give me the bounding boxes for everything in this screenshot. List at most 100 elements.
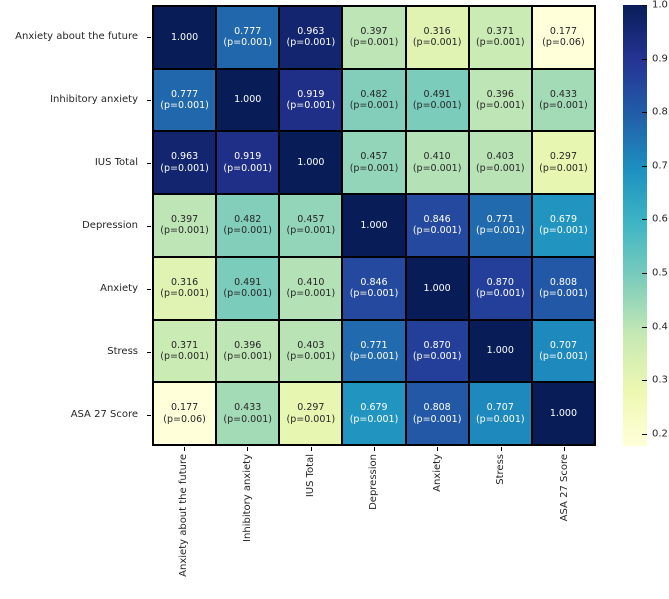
cell-correlation-value: 1.000 [423,282,451,294]
heatmap-cell: 0.777 (p=0.001) [153,68,217,132]
x-axis-tick [310,447,312,451]
colorbar-tick [642,272,647,274]
cell-correlation-value: 0.433 [234,402,262,414]
cell-p-value: (p=0.001) [349,100,399,112]
y-axis-label: ASA 27 Score [70,409,138,420]
cell-p-value: (p=0.001) [286,37,336,49]
heatmap-cell: 0.963 (p=0.001) [279,6,343,69]
colorbar-tick-label: 0.5 [652,267,668,279]
cell-correlation-value: 0.963 [170,151,199,163]
heatmap-cell: 1.000 [531,382,595,445]
heatmap-cell: 0.297 (p=0.001) [531,131,595,195]
heatmap-cell: 0.410 (p=0.001) [279,256,343,320]
x-axis-label: ASA 27 Score [558,454,570,522]
x-axis-label: Anxiety about the future [178,454,190,577]
heatmap-cell: 0.177 (p=0.06) [153,382,217,445]
cell-p-value: (p=0.001) [412,162,462,174]
heatmap-cell: 0.870 (p=0.001) [405,319,469,383]
cell-correlation-value: 0.707 [549,339,578,351]
cell-p-value: (p=0.001) [349,162,399,174]
x-axis-tick [374,447,375,451]
cell-correlation-value: 0.371 [170,339,199,351]
cell-correlation-value: 0.771 [486,214,514,226]
cell-correlation-value: 0.808 [549,276,578,288]
heatmap-cell: 0.808 (p=0.001) [531,256,595,320]
cell-p-value: (p=0.001) [223,225,273,237]
y-axis-tick [147,414,151,416]
cell-p-value: (p=0.001) [160,100,209,112]
heatmap-cell: 0.177 (p=0.06) [531,6,595,69]
cell-p-value: (p=0.001) [475,288,525,300]
cell-correlation-value: 0.297 [549,151,578,163]
heatmap-cell: 0.846 (p=0.001) [342,256,406,320]
heatmap-cell: 0.919 (p=0.001) [216,131,280,195]
cell-p-value: (p=0.001) [349,37,399,49]
heatmap-cell: 0.410 (p=0.001) [405,131,469,195]
cell-p-value: (p=0.001) [539,288,588,300]
cell-p-value: (p=0.001) [412,350,462,362]
y-axis-label: Depression [82,220,138,231]
colorbar-tick [642,165,647,167]
colorbar-tick [642,58,647,60]
y-axis-label: Anxiety [100,283,138,294]
heatmap-cell: 0.316 (p=0.001) [405,6,469,69]
cell-correlation-value: 0.491 [423,88,451,100]
cell-correlation-value: 0.371 [486,25,514,37]
heatmap-cell: 0.433 (p=0.001) [216,382,280,445]
x-axis-tick [500,447,502,451]
heatmap-cell: 0.919 (p=0.001) [279,68,343,132]
x-axis-label: Inhibitory anxiety [241,454,253,542]
heatmap-cell: 0.808 (p=0.001) [405,382,469,445]
y-axis-label: Inhibitory anxiety [50,94,138,105]
heatmap-cell: 1.000 [279,131,343,195]
cell-p-value: (p=0.001) [286,225,336,237]
cell-p-value: (p=0.001) [539,225,588,237]
cell-correlation-value: 1.000 [297,157,325,169]
heatmap-cell: 0.371 (p=0.001) [153,319,217,383]
heatmap-cell: 0.707 (p=0.001) [531,319,595,383]
x-axis-label: Anxiety [431,454,443,492]
cell-p-value: (p=0.001) [539,350,588,362]
cell-correlation-value: 0.679 [549,214,578,226]
cell-correlation-value: 0.397 [170,214,199,226]
y-axis-label: IUS Total [94,157,138,168]
colorbar-tick [642,380,647,382]
x-axis-labels: Anxiety about the future Inhibitory anxie… [152,454,596,599]
heatmap-cell: 0.870 (p=0.001) [468,256,532,320]
heatmap-cell: 1.000 [342,194,406,257]
heatmap-cell: 1.000 [468,319,532,383]
cell-correlation-value: 0.403 [486,151,514,163]
cell-correlation-value: 0.316 [423,25,451,37]
cell-correlation-value: 0.177 [549,25,578,37]
cell-p-value: (p=0.001) [160,350,209,362]
y-axis-labels: Anxiety about the future Inhibitory anxie… [0,5,146,446]
heatmap-cell: 0.963 (p=0.001) [153,131,217,195]
y-axis-tick [147,288,151,290]
cell-p-value: (p=0.001) [160,225,209,237]
cell-p-value: (p=0.001) [412,225,462,237]
cell-correlation-value: 0.963 [297,25,325,37]
y-axis-tick [147,351,151,353]
cell-p-value: (p=0.001) [160,162,209,174]
cell-correlation-value: 0.919 [297,88,325,100]
colorbar-tick-label: 0.6 [652,213,668,225]
cell-correlation-value: 0.397 [360,25,388,37]
cell-correlation-value: 0.870 [486,276,514,288]
heatmap-cell: 0.771 (p=0.001) [468,194,532,257]
x-axis-label: Stress [495,454,507,485]
cell-p-value: (p=0.001) [286,413,336,425]
colorbar-tick-label: 0.3 [652,374,668,386]
cell-correlation-value: 0.679 [360,402,388,414]
cell-p-value: (p=0.001) [475,37,525,49]
cell-correlation-value: 0.808 [423,402,451,414]
heatmap-cell: 0.403 (p=0.001) [468,131,532,195]
x-axis-tick [564,447,566,451]
y-axis-tick [147,36,151,38]
cell-p-value: (p=0.001) [539,100,588,112]
heatmap-cell: 0.397 (p=0.001) [153,194,217,257]
heatmap-cell: 0.491 (p=0.001) [405,68,469,132]
cell-p-value: (p=0.06) [542,37,585,49]
cell-correlation-value: 0.396 [234,339,262,351]
cell-correlation-value: 0.457 [297,214,325,226]
